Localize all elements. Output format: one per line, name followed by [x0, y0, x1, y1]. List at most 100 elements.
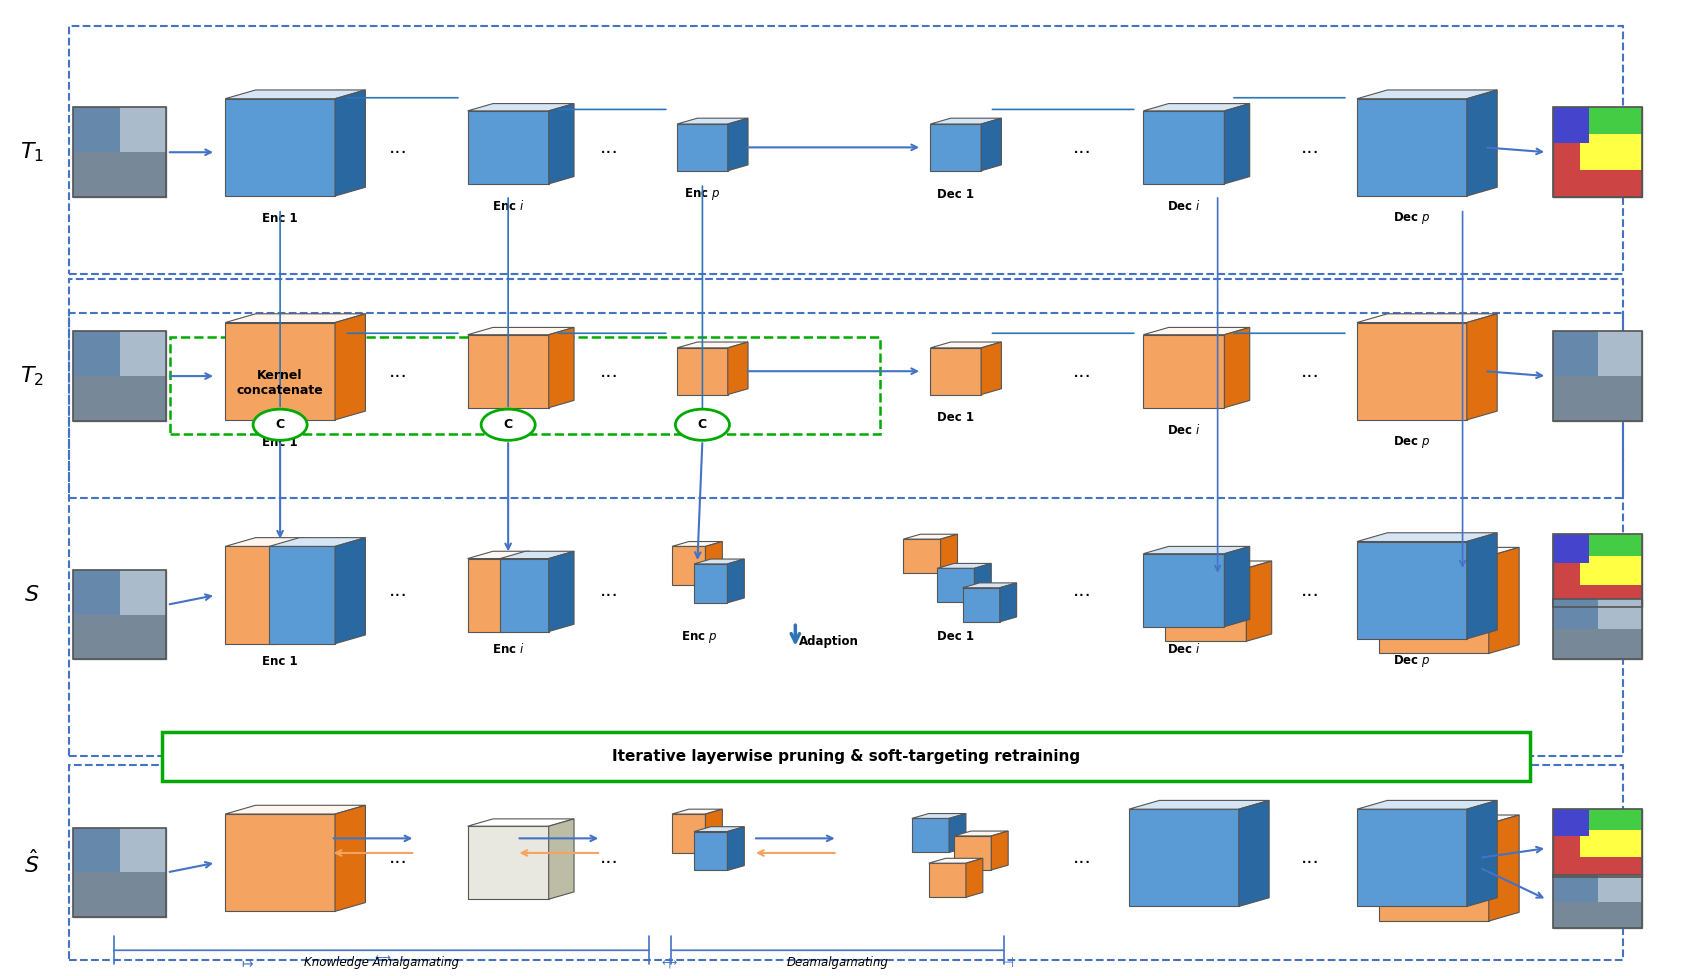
Polygon shape — [1467, 800, 1497, 907]
Text: Enc $i$: Enc $i$ — [492, 199, 525, 213]
FancyBboxPatch shape — [73, 828, 166, 917]
Polygon shape — [1144, 335, 1225, 408]
FancyBboxPatch shape — [162, 732, 1530, 781]
FancyBboxPatch shape — [1597, 331, 1643, 376]
Polygon shape — [225, 322, 335, 420]
FancyBboxPatch shape — [1553, 331, 1597, 376]
Polygon shape — [467, 335, 548, 408]
Polygon shape — [1379, 548, 1519, 556]
Text: ...: ... — [1073, 362, 1091, 381]
Polygon shape — [963, 588, 1000, 622]
Text: Enc $i$: Enc $i$ — [492, 641, 525, 656]
Text: $T_1$: $T_1$ — [20, 141, 44, 164]
Polygon shape — [1467, 533, 1497, 639]
Text: $\dashv$: $\dashv$ — [998, 956, 1014, 970]
Polygon shape — [1000, 583, 1017, 622]
Polygon shape — [954, 835, 992, 870]
Polygon shape — [335, 538, 365, 644]
FancyBboxPatch shape — [73, 570, 166, 659]
Text: ...: ... — [389, 138, 408, 157]
Polygon shape — [548, 327, 574, 408]
Text: Enc $i$: Enc $i$ — [492, 423, 525, 436]
Text: $S$: $S$ — [24, 585, 39, 605]
Polygon shape — [954, 831, 1008, 835]
Text: Dec $i$: Dec $i$ — [1167, 423, 1201, 436]
Polygon shape — [672, 814, 706, 853]
Polygon shape — [677, 124, 728, 171]
Text: Dec $i$: Dec $i$ — [1167, 199, 1201, 213]
Polygon shape — [931, 124, 981, 171]
Polygon shape — [677, 342, 748, 347]
Polygon shape — [1225, 327, 1250, 408]
Polygon shape — [1357, 322, 1467, 420]
FancyBboxPatch shape — [1553, 534, 1643, 607]
Text: $\hat{S}$: $\hat{S}$ — [24, 849, 39, 876]
FancyBboxPatch shape — [120, 570, 166, 615]
Text: $\mapsto$: $\mapsto$ — [239, 956, 254, 970]
Text: Adaption: Adaption — [799, 635, 860, 648]
Polygon shape — [1467, 314, 1497, 420]
Polygon shape — [225, 314, 365, 322]
Text: ...: ... — [601, 848, 619, 868]
FancyBboxPatch shape — [73, 331, 120, 376]
Polygon shape — [694, 559, 744, 564]
Polygon shape — [225, 805, 365, 814]
Polygon shape — [728, 827, 744, 871]
Polygon shape — [931, 118, 1002, 124]
FancyBboxPatch shape — [1553, 874, 1643, 928]
Text: Kernel
concatenate: Kernel concatenate — [237, 369, 323, 397]
Circle shape — [254, 409, 308, 440]
Polygon shape — [335, 314, 365, 420]
Polygon shape — [225, 99, 335, 196]
Text: Dec $p$: Dec $p$ — [1393, 434, 1431, 450]
Polygon shape — [904, 534, 958, 539]
Text: C: C — [697, 419, 707, 431]
Polygon shape — [269, 538, 365, 547]
Text: ...: ... — [601, 581, 619, 599]
Polygon shape — [706, 542, 722, 586]
Text: $\leftarrow\!\!\!|\!\!\!\rightarrow$: $\leftarrow\!\!\!|\!\!\!\rightarrow$ — [658, 956, 678, 970]
Polygon shape — [274, 538, 305, 644]
FancyBboxPatch shape — [120, 107, 166, 152]
Text: Knowledge Amalgamating: Knowledge Amalgamating — [305, 956, 459, 969]
Polygon shape — [335, 805, 365, 912]
FancyBboxPatch shape — [1589, 534, 1643, 556]
Polygon shape — [672, 809, 722, 814]
Polygon shape — [1225, 103, 1250, 183]
Polygon shape — [1357, 90, 1497, 99]
Polygon shape — [548, 551, 574, 631]
Text: ...: ... — [1301, 848, 1320, 868]
Text: Dec 1: Dec 1 — [937, 630, 975, 643]
FancyBboxPatch shape — [1553, 630, 1643, 659]
Text: Enc 1: Enc 1 — [262, 655, 298, 668]
Text: ...: ... — [389, 581, 408, 599]
Polygon shape — [1239, 800, 1269, 907]
Text: Dec $p$: Dec $p$ — [1393, 211, 1431, 226]
Polygon shape — [467, 111, 548, 183]
Polygon shape — [501, 558, 548, 631]
Text: ...: ... — [1301, 138, 1320, 157]
Polygon shape — [1166, 561, 1272, 568]
Polygon shape — [992, 831, 1008, 870]
Text: $\longleftrightarrow$: $\longleftrightarrow$ — [372, 953, 391, 962]
FancyBboxPatch shape — [1553, 107, 1589, 143]
Polygon shape — [1357, 800, 1497, 809]
FancyBboxPatch shape — [73, 331, 166, 421]
Text: ...: ... — [389, 848, 408, 868]
Polygon shape — [1379, 815, 1519, 824]
Polygon shape — [1144, 327, 1250, 335]
Text: ...: ... — [1301, 362, 1320, 381]
Polygon shape — [981, 118, 1002, 171]
Text: Dec $p$: Dec $p$ — [1393, 653, 1431, 670]
Polygon shape — [335, 90, 365, 196]
Polygon shape — [677, 347, 728, 394]
Polygon shape — [672, 547, 706, 586]
Text: ...: ... — [1301, 581, 1320, 599]
FancyBboxPatch shape — [120, 828, 166, 873]
Polygon shape — [931, 342, 1002, 347]
Polygon shape — [467, 558, 504, 631]
Polygon shape — [548, 819, 574, 899]
FancyBboxPatch shape — [73, 570, 120, 615]
Polygon shape — [225, 547, 274, 644]
FancyBboxPatch shape — [1553, 534, 1589, 563]
